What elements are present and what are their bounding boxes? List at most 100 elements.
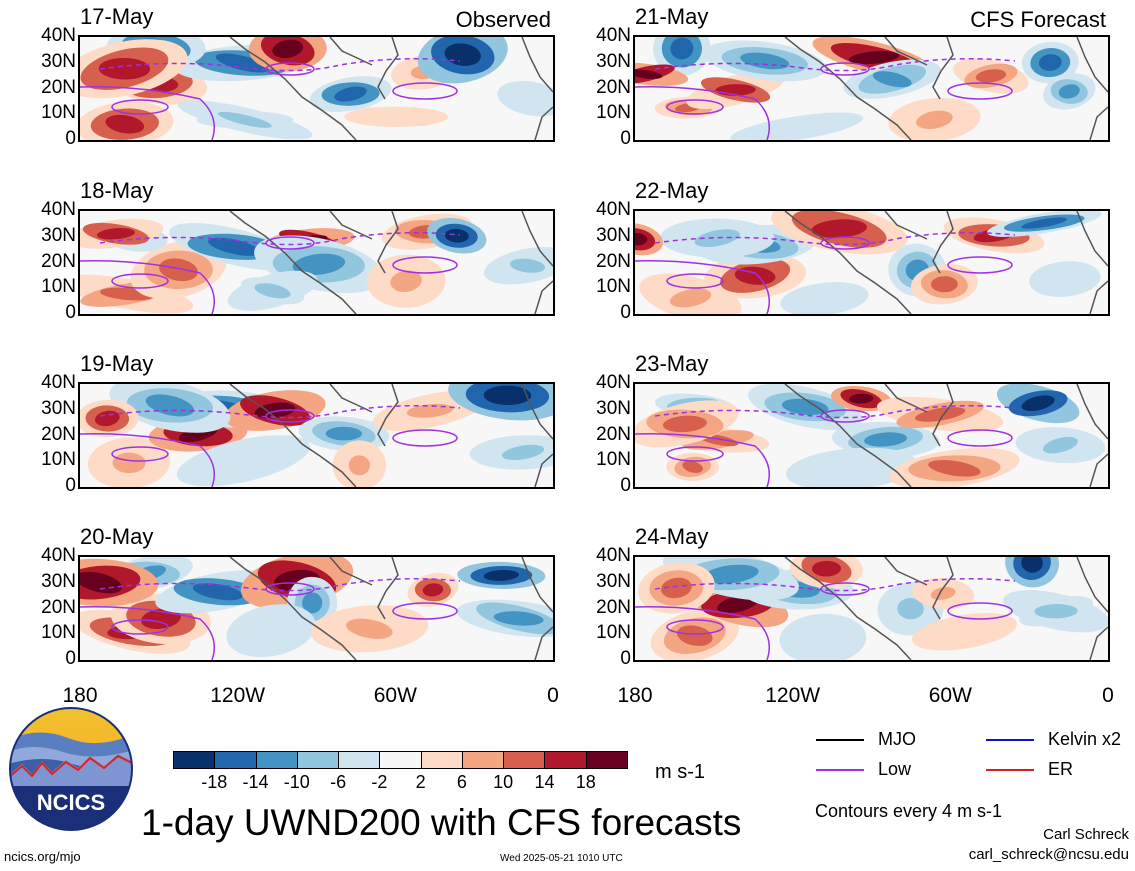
y-tick-label: 30N <box>596 50 631 72</box>
x-tick-label: 120W <box>210 684 266 707</box>
y-tick-label: 0 <box>65 302 76 323</box>
y-tick-label: 0 <box>620 302 631 323</box>
colorbar-label: -2 <box>371 772 388 792</box>
contours-note: Contours every 4 m s-1 <box>815 801 1003 821</box>
legend-line <box>816 769 864 771</box>
logo-text: NCICS <box>37 790 105 815</box>
y-tick-label: 30N <box>596 570 631 592</box>
y-tick-label: 30N <box>41 224 76 246</box>
y-tick-label: 40N <box>41 372 76 393</box>
footer-email: carl_schreck@ncsu.edu <box>968 846 1129 863</box>
y-tick-label: 0 <box>65 128 76 149</box>
legend-line <box>986 739 1034 741</box>
x-tick-label: 0 <box>547 684 559 707</box>
wind-anomaly-map <box>633 555 1110 662</box>
colorbar-swatch <box>338 751 381 769</box>
y-tick-label: 40N <box>41 199 76 220</box>
panel-date-label: 19-May <box>80 351 154 376</box>
colorbar-swatch <box>173 751 216 769</box>
y-tick-label: 30N <box>41 50 76 72</box>
legend-label: Low <box>878 759 912 779</box>
panel-date-label: 18-May <box>80 178 154 203</box>
wind-anomaly-map <box>633 35 1110 142</box>
y-tick-label: 10N <box>41 449 76 471</box>
y-tick-label: 0 <box>620 128 631 149</box>
footer-url: ncics.org/mjo <box>4 849 81 864</box>
y-tick-label: 20N <box>596 596 631 618</box>
y-tick-label: 10N <box>596 102 631 124</box>
y-tick-label: 10N <box>596 449 631 471</box>
x-tick-label: 120W <box>765 684 821 707</box>
panel-date-label: 23-May <box>635 351 709 376</box>
colorbar-swatch <box>379 751 422 769</box>
y-tick-label: 20N <box>596 250 631 272</box>
legend-label: ER <box>1048 759 1074 779</box>
panel-date-label: 21-May <box>635 4 709 29</box>
y-tick-label: 10N <box>41 102 76 124</box>
colorbar-label: 14 <box>534 772 555 792</box>
y-tick-label: 10N <box>41 622 76 644</box>
colorbar-swatch <box>420 751 463 769</box>
colorbar-swatch <box>214 751 257 769</box>
y-tick-label: 30N <box>41 570 76 592</box>
legend-label: Kelvin x2 <box>1048 729 1122 749</box>
colorbar-swatch <box>461 751 505 769</box>
y-tick-label: 30N <box>41 397 76 419</box>
colorbar-label: -6 <box>330 772 347 792</box>
colorbar-units: m s-1 <box>655 761 705 783</box>
y-tick-label: 40N <box>41 545 76 566</box>
y-tick-label: 40N <box>596 199 631 220</box>
y-tick-label: 30N <box>596 224 631 246</box>
y-tick-label: 10N <box>596 622 631 644</box>
wind-anomaly-map <box>78 555 555 662</box>
colorbar-label: 6 <box>456 772 467 792</box>
figure-title: 1-day UWND200 with CFS forecasts <box>141 802 742 843</box>
panel-date-label: 22-May <box>635 178 709 203</box>
colorbar-swatch <box>585 751 628 769</box>
y-tick-label: 0 <box>620 648 631 669</box>
colorbar-label: -14 <box>242 772 269 792</box>
wind-anomaly-map <box>633 209 1110 316</box>
y-tick-label: 40N <box>596 545 631 566</box>
wind-anomaly-map <box>633 382 1110 489</box>
colorbar-label: 10 <box>493 772 514 792</box>
legend-line <box>816 739 864 741</box>
wind-anomaly-map <box>78 35 555 142</box>
colorbar-swatch <box>544 751 587 769</box>
legend-label: MJO <box>878 729 916 749</box>
y-tick-label: 10N <box>41 276 76 298</box>
wind-anomaly-map <box>78 382 555 489</box>
colorbar-label: 18 <box>575 772 596 792</box>
legend-line <box>986 769 1034 771</box>
y-tick-label: 20N <box>41 423 76 445</box>
panel-source-label: CFS Forecast <box>970 7 1106 32</box>
colorbar-swatch <box>255 751 298 769</box>
colorbar-swatch <box>503 751 546 769</box>
footer-timestamp: Wed 2025-05-21 1010 UTC <box>500 853 623 864</box>
y-tick-label: 0 <box>65 475 76 496</box>
y-tick-label: 30N <box>596 397 631 419</box>
panel-source-label: Observed <box>455 7 551 32</box>
colorbar-swatch <box>296 751 340 769</box>
wind-anomaly-map <box>78 209 555 316</box>
y-tick-label: 20N <box>596 76 631 98</box>
x-tick-label: 60W <box>373 684 417 707</box>
y-tick-label: 40N <box>596 25 631 46</box>
x-tick-label: 60W <box>928 684 972 707</box>
x-tick-label: 180 <box>62 684 98 707</box>
x-tick-label: 180 <box>617 684 653 707</box>
y-tick-label: 40N <box>596 372 631 393</box>
footer-author: Carl Schreck <box>1043 826 1129 843</box>
y-tick-label: 20N <box>596 423 631 445</box>
y-tick-label: 20N <box>41 596 76 618</box>
y-tick-label: 0 <box>620 475 631 496</box>
colorbar-label: -18 <box>201 772 228 792</box>
y-tick-label: 40N <box>41 25 76 46</box>
panel-date-label: 20-May <box>80 524 154 549</box>
x-tick-label: 0 <box>1102 684 1114 707</box>
y-tick-label: 0 <box>65 648 76 669</box>
y-tick-label: 20N <box>41 250 76 272</box>
ncics-logo: NCICS <box>8 706 134 832</box>
panel-date-label: 17-May <box>80 4 154 29</box>
panel-date-label: 24-May <box>635 524 709 549</box>
